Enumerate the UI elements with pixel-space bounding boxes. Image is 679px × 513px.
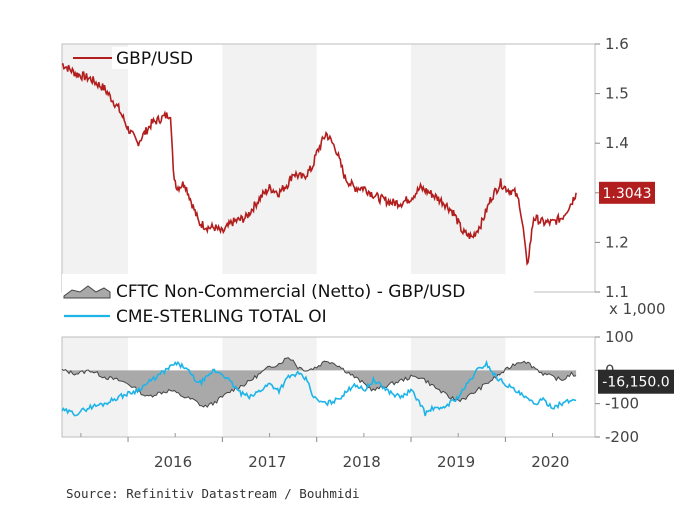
cftc-legend-swatch bbox=[63, 285, 111, 299]
source-note: Source: Refinitiv Datastream / Bouhmidi bbox=[66, 486, 360, 501]
bottom-y-tick-label: -100 bbox=[605, 395, 639, 413]
gbpusd-legend-label: GBP/USD bbox=[116, 49, 193, 69]
top-y-tick-label: 1.2 bbox=[605, 233, 629, 251]
x-tick-label: 2018 bbox=[343, 453, 381, 471]
x-tick-label: 2020 bbox=[531, 453, 569, 471]
bottom-y-tick-label: 100 bbox=[605, 328, 634, 346]
cftc-legend-label: CFTC Non-Commercial (Netto) - GBP/USD bbox=[116, 282, 465, 302]
legend-bg bbox=[112, 47, 208, 69]
multiplier-label: x 1,000 bbox=[609, 300, 666, 318]
year-band-top bbox=[222, 44, 317, 292]
year-band-top bbox=[411, 44, 506, 292]
x-tick-label: 2016 bbox=[154, 453, 192, 471]
top-y-tick-label: 1.1 bbox=[605, 283, 629, 301]
cme-oi-line bbox=[61, 359, 577, 417]
year-band-bottom bbox=[62, 337, 129, 437]
gbpusd-last-value-box bbox=[599, 181, 655, 204]
bottom-panel-frame bbox=[61, 336, 596, 438]
cftc-last-value-box bbox=[598, 369, 674, 394]
top-y-tick-label: 1.6 bbox=[605, 35, 629, 53]
cme-oi-legend-label: CME-STERLING TOTAL OI bbox=[116, 307, 327, 327]
x-tick-label: 2017 bbox=[248, 453, 286, 471]
top-panel-frame bbox=[61, 43, 596, 293]
cftc-line bbox=[61, 357, 577, 408]
top-y-tick-label: 1.4 bbox=[605, 134, 629, 152]
gbpusd-last-value-label: 1.3043 bbox=[603, 186, 652, 202]
lower-legend-bg bbox=[62, 274, 534, 326]
x-tick-label: 2019 bbox=[437, 453, 475, 471]
bottom-y-tick-label: -200 bbox=[605, 428, 639, 446]
gbpusd-line bbox=[61, 63, 577, 266]
top-y-tick-label: 1.5 bbox=[605, 85, 629, 103]
year-band-top bbox=[62, 44, 129, 292]
cftc-last-value-label: -16,150.0 bbox=[602, 375, 669, 391]
